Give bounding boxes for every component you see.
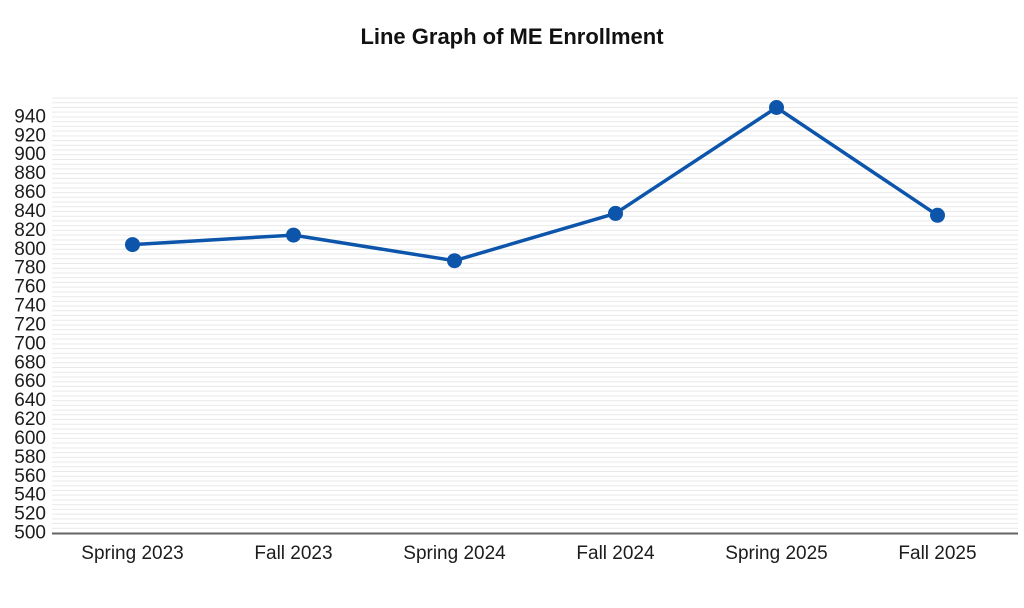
- x-tick-label: Fall 2024: [576, 543, 655, 564]
- y-tick-label: 560: [14, 466, 46, 487]
- y-tick-label: 640: [14, 390, 46, 411]
- gridlines: [52, 97, 1018, 534]
- y-tick-label: 720: [14, 314, 46, 335]
- y-tick-label: 940: [14, 106, 46, 127]
- x-axis-tick-labels: Spring 2023 Fall 2023 Spring 2024 Fall 2024…: [81, 543, 976, 564]
- y-tick-label: 760: [14, 277, 46, 298]
- y-tick-label: 900: [14, 144, 46, 165]
- y-tick-label: 860: [14, 182, 46, 203]
- chart-title: Line Graph of ME Enrollment: [360, 24, 664, 49]
- y-tick-label: 880: [14, 163, 46, 184]
- y-tick-label: 620: [14, 409, 46, 430]
- x-tick-label: Fall 2023: [254, 543, 332, 564]
- y-tick-label: 680: [14, 352, 46, 373]
- y-tick-label: 820: [14, 220, 46, 241]
- y-tick-label: 920: [14, 125, 46, 146]
- data-point[interactable]: [286, 227, 301, 243]
- data-point[interactable]: [125, 237, 140, 253]
- y-tick-label: 540: [14, 485, 46, 506]
- y-tick-label: 800: [14, 239, 46, 260]
- data-point-markers: [125, 100, 945, 269]
- data-point[interactable]: [769, 100, 784, 115]
- y-tick-label: 580: [14, 447, 46, 468]
- y-tick-label: 840: [14, 201, 46, 222]
- y-tick-label: 520: [14, 504, 46, 525]
- data-point[interactable]: [930, 207, 945, 223]
- data-point[interactable]: [608, 205, 623, 221]
- data-point[interactable]: [447, 253, 462, 269]
- y-tick-label: 660: [14, 371, 46, 392]
- y-tick-label: 780: [14, 258, 46, 279]
- x-tick-label: Fall 2025: [898, 543, 976, 564]
- x-tick-label: Spring 2023: [81, 543, 183, 564]
- y-tick-label: 500: [14, 523, 46, 544]
- x-tick-label: Spring 2025: [725, 543, 827, 564]
- y-tick-label: 700: [14, 333, 46, 354]
- series-line: [130, 105, 940, 263]
- y-axis-tick-labels: 5005205405605806006206406606807007207407…: [14, 106, 46, 543]
- y-tick-label: 740: [14, 296, 46, 317]
- y-tick-label: 600: [14, 428, 46, 449]
- x-tick-label: Spring 2024: [403, 543, 506, 564]
